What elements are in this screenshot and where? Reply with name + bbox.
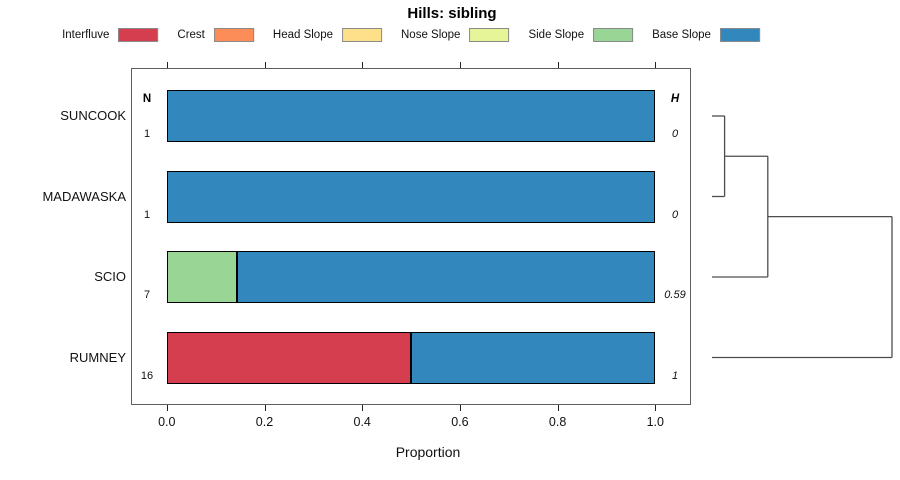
legend: Interfluve Crest Head Slope Nose Slope Side … <box>62 28 760 42</box>
n-value: 16 <box>140 369 154 382</box>
legend-label: Nose Slope <box>400 29 461 41</box>
x-tick-label: 0.0 <box>158 415 176 429</box>
x-axis-tick-bottom <box>557 405 559 411</box>
n-column-header: N <box>142 93 152 105</box>
x-axis-tick-top <box>264 62 266 68</box>
x-axis-tick-top <box>557 62 559 68</box>
x-tick-label: 0.6 <box>451 415 469 429</box>
legend-item: Base Slope <box>652 28 760 42</box>
bar-segment-side-slope <box>166 251 237 303</box>
bar-row-rumney <box>166 331 656 384</box>
n-value: 1 <box>143 128 151 140</box>
x-axis-tick-bottom <box>655 405 657 411</box>
n-value: 7 <box>143 289 151 301</box>
legend-swatch <box>719 28 760 42</box>
x-axis-tick-bottom <box>166 405 168 411</box>
bar-row-suncook <box>166 90 656 142</box>
legend-label: Interfluve <box>62 29 110 41</box>
x-axis-tick-bottom <box>459 405 462 411</box>
x-tick-label: 1.0 <box>646 415 664 429</box>
x-axis-tick-top <box>166 62 168 68</box>
bar-row-scio <box>166 251 656 303</box>
legend-item: Side Slope <box>528 28 634 42</box>
h-column-header: H <box>670 93 680 105</box>
legend-swatch <box>213 28 254 42</box>
x-axis-tick-bottom <box>264 405 266 411</box>
y-axis-label-scio: SCIO <box>94 269 126 284</box>
legend-swatch <box>341 28 382 42</box>
legend-item: Head Slope <box>273 28 382 42</box>
x-axis-tick-top <box>459 62 462 68</box>
bar-segment-interfluve <box>166 331 412 384</box>
legend-label: Head Slope <box>272 29 333 41</box>
legend-label: Crest <box>177 29 205 41</box>
legend-item: Interfluve <box>62 28 159 42</box>
legend-item: Nose Slope <box>400 28 510 42</box>
bar-segment-base-slope <box>166 170 656 223</box>
bar-row-madawaska <box>166 170 656 223</box>
legend-swatch <box>118 28 159 42</box>
h-value: 0 <box>671 128 679 140</box>
legend-swatch <box>593 28 634 42</box>
x-tick-label: 0.4 <box>353 415 371 429</box>
x-axis-tick-top <box>362 62 364 68</box>
h-value: 1 <box>671 369 679 382</box>
y-axis-label-rumney: RUMNEY <box>69 349 126 365</box>
legend-swatch <box>469 28 510 42</box>
h-value: 0 <box>671 208 679 221</box>
y-axis-label-madawaska: MADAWASKA <box>42 188 126 204</box>
x-axis-tick-top <box>655 62 657 68</box>
chart-title: Hills: sibling <box>407 5 497 22</box>
n-value: 1 <box>143 208 151 221</box>
x-axis-tick-bottom <box>362 405 364 411</box>
bar-segment-base-slope <box>411 331 656 384</box>
x-axis-label: Proportion <box>395 444 461 460</box>
legend-label: Base Slope <box>652 29 711 41</box>
h-value: 0.59 <box>664 289 686 301</box>
legend-label: Side Slope <box>528 29 585 41</box>
x-tick-label: 0.8 <box>548 415 567 429</box>
y-axis-label-suncook: SUNCOOK <box>60 108 126 123</box>
x-tick-label: 0.2 <box>255 415 274 429</box>
legend-item: Crest <box>177 28 254 42</box>
bar-segment-base-slope <box>166 90 656 142</box>
bar-segment-base-slope <box>236 251 656 303</box>
